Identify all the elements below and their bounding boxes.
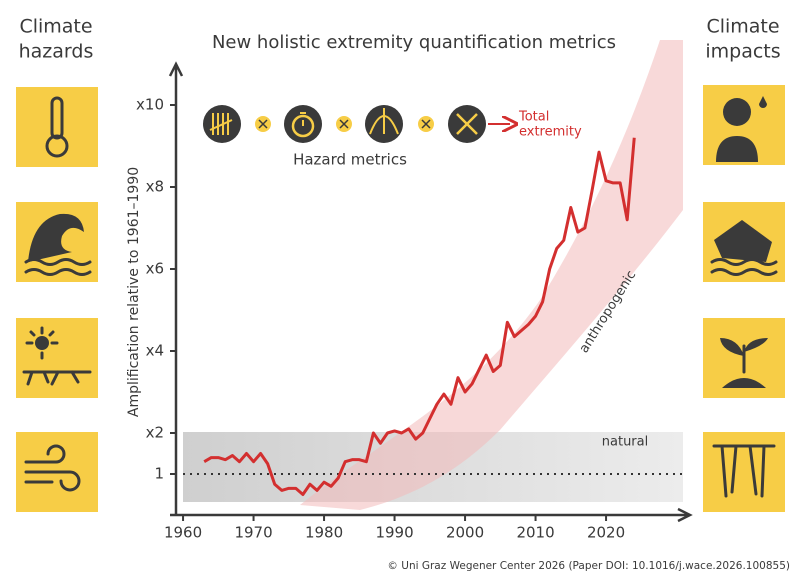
panel-title: Climate bbox=[706, 16, 779, 38]
x-axis bbox=[170, 507, 693, 523]
metrics-row bbox=[203, 105, 510, 143]
chart-title: New holistic extremity quantification me… bbox=[212, 32, 616, 53]
y-axis bbox=[168, 61, 184, 515]
y-tick-label: x2 bbox=[146, 424, 164, 442]
impact-icons bbox=[703, 85, 785, 512]
y-tick-label: x4 bbox=[146, 342, 164, 360]
y-tick-label: x6 bbox=[146, 260, 164, 278]
hazard-icons bbox=[16, 87, 98, 512]
x-tick-label: 2020 bbox=[587, 524, 625, 542]
y-tick-label: x10 bbox=[136, 96, 164, 114]
metrics-result: Total bbox=[518, 110, 549, 125]
x-tick-label: 1990 bbox=[375, 524, 413, 542]
metrics-result: extremity bbox=[519, 125, 582, 140]
x-tick-label: 1980 bbox=[305, 524, 343, 542]
y-tick-label: 1 bbox=[154, 465, 164, 483]
x-tick-label: 1960 bbox=[164, 524, 202, 542]
data-line bbox=[203, 137, 636, 496]
panel-title: Climate bbox=[19, 16, 92, 38]
annotation: natural bbox=[602, 435, 648, 450]
y-tick-label: x8 bbox=[146, 178, 164, 196]
x-tick-label: 1970 bbox=[234, 524, 272, 542]
credit: © Uni Graz Wegener Center 2026 (Paper DO… bbox=[387, 560, 790, 572]
panel-title: hazards bbox=[19, 41, 94, 63]
panel-title: impacts bbox=[705, 41, 780, 63]
y-axis-label: Amplification relative to 1961–1990 bbox=[126, 167, 142, 417]
anthropogenic-band bbox=[300, 40, 683, 510]
x-tick-label: 2000 bbox=[446, 524, 484, 542]
metrics-label: Hazard metrics bbox=[293, 151, 407, 169]
x-tick-label: 2010 bbox=[516, 524, 554, 542]
